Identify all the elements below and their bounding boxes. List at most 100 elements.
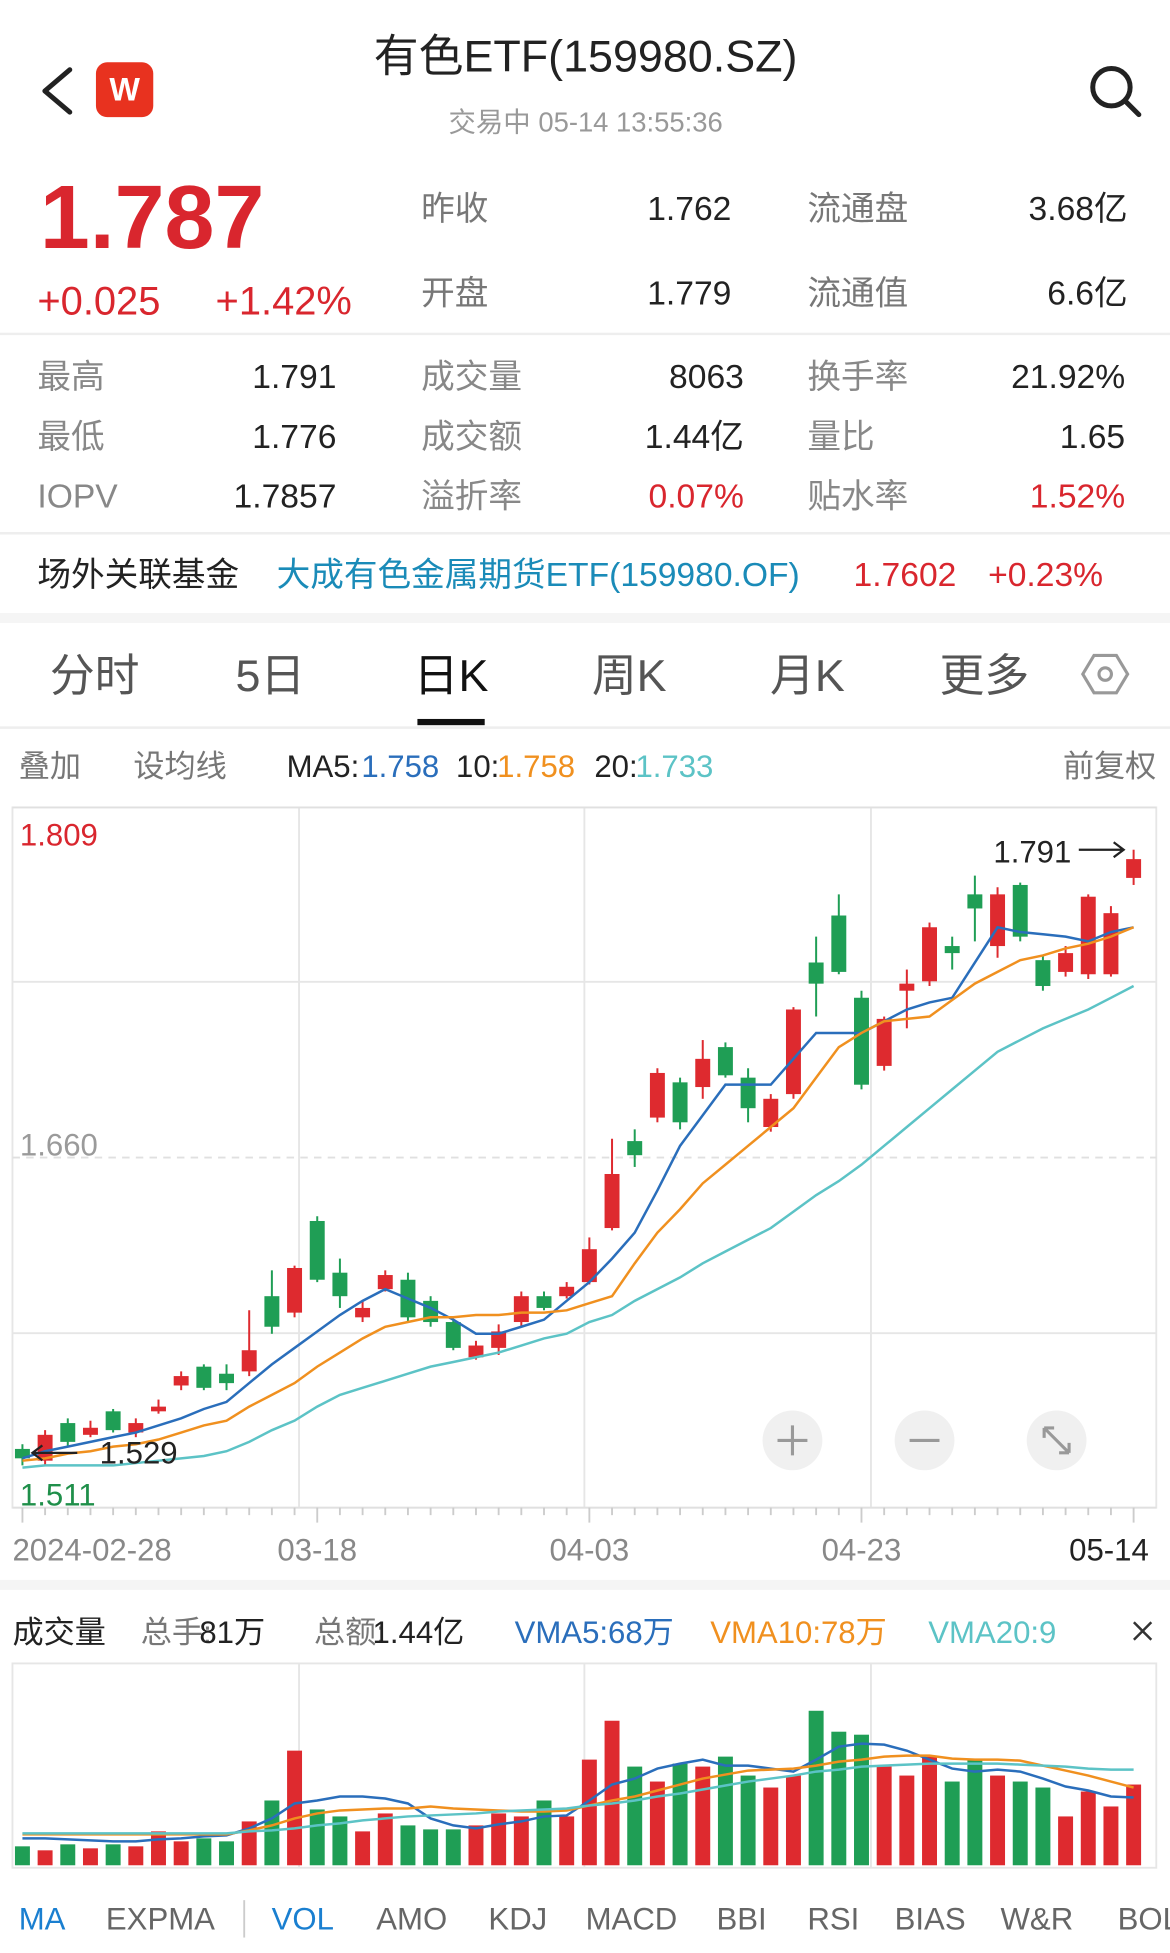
volume-bar: [899, 1775, 915, 1866]
legend-label: VMA5:68万: [515, 1615, 674, 1650]
fund-label: 场外关联基金: [37, 556, 239, 594]
candle-body: [445, 1322, 461, 1348]
volume-bar: [831, 1731, 847, 1866]
stat-label: 溢折率: [421, 478, 522, 516]
candle-body: [627, 1141, 643, 1156]
legend-label: MA5:: [287, 749, 360, 784]
y-tick-label: 1.660: [20, 1128, 98, 1163]
stat-value: 21.92%: [1011, 359, 1125, 396]
tab[interactable]: 月K: [770, 650, 845, 701]
indicator-tab[interactable]: MACD: [586, 1901, 678, 1936]
volume-bar: [1080, 1791, 1096, 1866]
zoom-out-button[interactable]: [894, 1410, 955, 1471]
settings-button[interactable]: [1080, 653, 1130, 695]
tab[interactable]: 更多: [940, 650, 1030, 701]
indicator-line: [22, 984, 1135, 1469]
title: 有色ETF(159980.SZ): [374, 31, 798, 82]
expand-icon: [1042, 1426, 1071, 1455]
tab-underline: [417, 718, 485, 726]
change-pct: +1.42%: [216, 280, 352, 324]
volume-bar: [445, 1829, 461, 1866]
indicator-tab[interactable]: AMO: [376, 1901, 447, 1936]
fund-name[interactable]: 大成有色金属期货ETF(159980.OF): [277, 556, 800, 594]
toolbar-button[interactable]: 叠加: [19, 749, 81, 784]
indicator-tab[interactable]: BIAS: [895, 1901, 966, 1936]
legend-label: 20:: [594, 749, 637, 784]
candle-body: [1058, 953, 1074, 972]
volume-bar: [740, 1775, 756, 1866]
candle-body: [309, 1220, 325, 1280]
indicator-tab[interactable]: BBI: [716, 1901, 766, 1936]
toolbar-button[interactable]: 设均线: [133, 749, 226, 784]
volume-bar: [287, 1750, 303, 1866]
tab[interactable]: 5日: [235, 650, 305, 701]
candle-body: [922, 927, 937, 982]
indicator-tab[interactable]: VOL: [272, 1901, 334, 1936]
indicator-tab[interactable]: RSI: [807, 1901, 859, 1936]
settings-icon: [1080, 653, 1130, 695]
back-button[interactable]: [42, 67, 73, 115]
tab[interactable]: 周K: [592, 650, 667, 701]
x-tick-label: 05-14: [1069, 1533, 1149, 1568]
stat-label: 成交量: [421, 358, 522, 396]
y-tick-label: 1.809: [20, 817, 98, 852]
candle-body: [785, 1009, 801, 1095]
candle-body: [967, 894, 983, 909]
tab[interactable]: 分时: [50, 650, 140, 701]
search-icon: [1122, 98, 1142, 118]
x-tick-label: 04-23: [822, 1533, 902, 1568]
indicator-tab[interactable]: EXPMA: [106, 1901, 215, 1936]
stat-value: 0.07%: [649, 479, 744, 516]
fullscreen-button[interactable]: [1026, 1410, 1087, 1471]
close-button[interactable]: [1132, 1621, 1153, 1641]
volume-stat-label: 总额:: [314, 1615, 385, 1650]
volume-stat-value: 1.44亿: [373, 1615, 465, 1650]
indicator-line: [22, 925, 1134, 1460]
candle-body: [513, 1296, 529, 1323]
candle-body: [672, 1082, 688, 1123]
legend-value: 1.758: [361, 749, 439, 784]
indicator-tab[interactable]: KDJ: [488, 1901, 547, 1936]
candle-body: [717, 1047, 733, 1076]
volume-bar: [876, 1766, 892, 1866]
fund-nav: 1.7602: [854, 557, 957, 594]
candle-body: [151, 1406, 166, 1412]
status: 交易中 05-14 13:55:36: [449, 107, 723, 138]
zoom-in-button[interactable]: [762, 1410, 823, 1471]
plus-icon: [777, 1425, 808, 1456]
change: +0.025: [37, 280, 160, 324]
stat-label: 最高: [37, 358, 104, 396]
volume-bar: [695, 1766, 711, 1866]
volume-bar: [1126, 1784, 1142, 1866]
toolbar-button[interactable]: 前复权: [1063, 749, 1156, 784]
app-logo[interactable]: [95, 62, 154, 118]
stat-value: 1.65: [1060, 419, 1125, 456]
legend-value: 1.733: [635, 749, 713, 784]
x-tick-label: 03-18: [277, 1533, 357, 1568]
volume-bar: [1012, 1781, 1028, 1866]
candle-body: [740, 1077, 756, 1109]
legend-label: VMA10:78万: [710, 1615, 887, 1650]
candle-body: [468, 1345, 484, 1358]
candle-body: [355, 1307, 371, 1318]
indicator-tab[interactable]: W&R: [1001, 1901, 1074, 1936]
volume-bar: [423, 1829, 439, 1866]
volume-stat-label: 总手:: [141, 1615, 212, 1650]
tab[interactable]: 日K: [414, 650, 489, 701]
stat-label: 成交额: [421, 418, 522, 456]
indicator-tab[interactable]: BOLL: [1118, 1901, 1170, 1936]
volume-bar: [1103, 1806, 1119, 1866]
spacer: [0, 1579, 1170, 1590]
volume-title: 成交量: [12, 1615, 105, 1650]
candle-body: [82, 1427, 98, 1435]
indicator-tab[interactable]: MA: [19, 1901, 66, 1936]
candle-body: [876, 1018, 892, 1066]
volume-bar: [785, 1775, 801, 1866]
volume-bar: [990, 1775, 1006, 1866]
stat-value: 3.68亿: [1029, 190, 1128, 228]
search-icon: [1090, 66, 1133, 109]
search-button[interactable]: [1090, 66, 1142, 118]
candle-body: [105, 1411, 121, 1431]
candle-body: [604, 1173, 620, 1229]
candle-body: [854, 997, 869, 1085]
